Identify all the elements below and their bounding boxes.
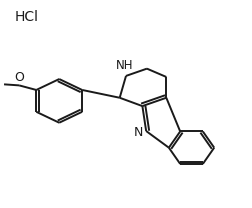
Text: O: O	[14, 71, 24, 84]
Text: N: N	[134, 126, 143, 139]
Text: HCl: HCl	[15, 10, 39, 24]
Text: NH: NH	[116, 59, 134, 72]
